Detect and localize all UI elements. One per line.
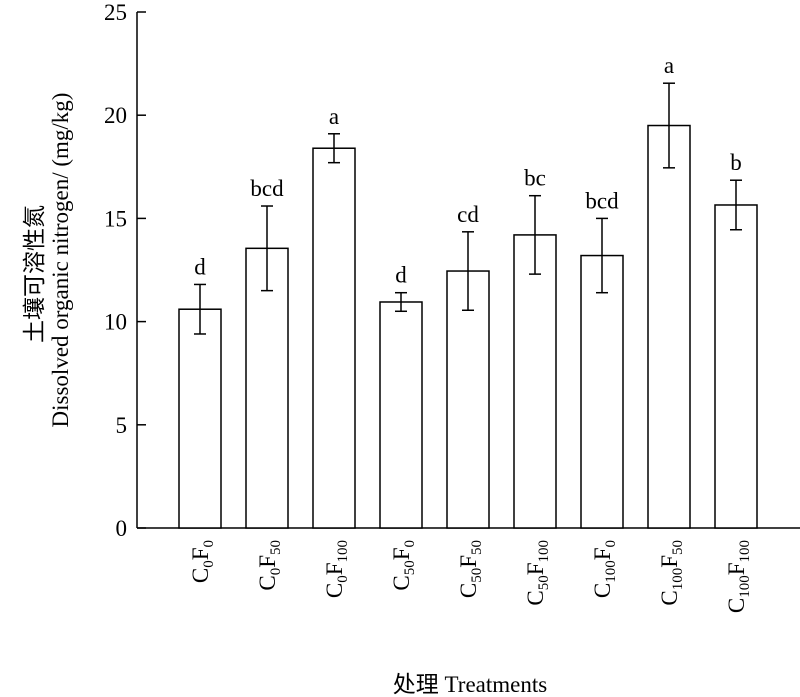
- bar: [446, 270, 490, 529]
- x-tick-subscript: 50: [402, 560, 418, 575]
- x-tick-letter: C: [590, 583, 615, 598]
- y-axis-title: 土壤可溶性氮 Dissolved organic nitrogen/ (mg/k…: [22, 93, 73, 428]
- significance-label: d: [194, 254, 206, 279]
- y-tick-label: 0: [116, 516, 128, 541]
- x-tick-label-text: C0F50: [255, 540, 284, 591]
- x-tick-label: C0F50: [255, 540, 284, 591]
- y-tick-label: 25: [104, 0, 127, 25]
- x-tick-subscript: 50: [536, 575, 552, 590]
- significance-label: b: [730, 150, 742, 175]
- x-tick-subscript: 100: [536, 540, 552, 563]
- y-tick-label: 15: [104, 206, 127, 231]
- x-tick-letter: C: [724, 598, 749, 613]
- x-tick-subscript: 100: [670, 568, 686, 591]
- x-tick-letter: C: [657, 590, 682, 605]
- x-tick-letter: F: [657, 555, 682, 568]
- bar: [580, 254, 624, 529]
- x-axis-title: 处理 Treatments: [393, 672, 547, 697]
- significance-label: bc: [524, 166, 546, 191]
- significance-label: bcd: [585, 188, 619, 213]
- x-tick-label: C100F100: [724, 540, 753, 613]
- significance-label: cd: [457, 202, 479, 227]
- bar: [647, 124, 691, 529]
- x-tick-label: C50F0: [389, 540, 418, 591]
- x-tick-label-text: C50F100: [523, 540, 552, 606]
- x-tick-letter: C: [389, 575, 414, 590]
- x-tick-letter: F: [188, 548, 213, 561]
- x-tick-letter: F: [724, 563, 749, 576]
- x-labels: C0F0C0F50C0F100C50F0C50F50C50F100C100F0C…: [188, 540, 753, 613]
- x-tick-subscript: 0: [603, 540, 619, 548]
- x-tick-label-text: C50F0: [389, 540, 418, 591]
- x-tick-letter: C: [255, 575, 280, 590]
- y-ticks: 0 5 10 15 20 25: [104, 0, 146, 541]
- x-tick-letter: F: [389, 548, 414, 561]
- x-tick-subscript: 0: [268, 568, 284, 576]
- y-axis-title-en: Dissolved organic nitrogen/ (mg/kg): [48, 93, 73, 428]
- y-tick-label: 10: [104, 310, 127, 335]
- x-tick-subscript: 50: [469, 540, 485, 555]
- x-tick-letter: C: [456, 583, 481, 598]
- significance-label: a: [664, 53, 674, 78]
- x-tick-label-text: C0F100: [322, 540, 351, 598]
- y-axis-title-zh: 土壤可溶性氮: [22, 205, 47, 343]
- x-tick-letter: C: [322, 583, 347, 598]
- x-tick-label: C50F100: [523, 540, 552, 606]
- x-tick-subscript: 50: [469, 568, 485, 583]
- x-tick-label-text: C50F50: [456, 540, 485, 598]
- x-tick-letter: C: [188, 568, 213, 583]
- bar: [178, 308, 222, 529]
- bar: [245, 247, 289, 529]
- x-tick-subscript: 0: [201, 540, 217, 548]
- x-tick-subscript: 100: [737, 540, 753, 563]
- bar: [513, 234, 557, 529]
- x-tick-subscript: 0: [201, 560, 217, 568]
- x-tick-label: C100F0: [590, 540, 619, 598]
- x-tick-letter: F: [523, 563, 548, 576]
- x-tick-label-text: C100F50: [657, 540, 686, 606]
- x-tick-label-text: C0F0: [188, 540, 217, 583]
- x-tick-subscript: 0: [402, 540, 418, 548]
- x-tick-subscript: 0: [335, 575, 351, 583]
- x-tick-letter: F: [456, 555, 481, 568]
- x-tick-subscript: 50: [670, 540, 686, 555]
- bar: [714, 204, 758, 529]
- x-tick-label: C100F50: [657, 540, 686, 606]
- y-tick-label: 5: [116, 413, 128, 438]
- x-tick-letter: F: [255, 555, 280, 568]
- x-tick-letter: F: [590, 548, 615, 561]
- x-tick-letter: C: [523, 590, 548, 605]
- x-tick-label: C0F0: [188, 540, 217, 583]
- significance-label: a: [329, 104, 339, 129]
- significance-label: d: [395, 263, 407, 288]
- x-tick-label: C50F50: [456, 540, 485, 598]
- x-tick-subscript: 50: [268, 540, 284, 555]
- bar: [312, 147, 356, 529]
- significance-label: bcd: [250, 176, 284, 201]
- x-tick-subscript: 100: [335, 540, 351, 563]
- bar: [379, 301, 423, 529]
- x-tick-subscript: 100: [603, 560, 619, 583]
- x-tick-letter: F: [322, 563, 347, 576]
- x-tick-label-text: C100F0: [590, 540, 619, 598]
- x-tick-label: C0F100: [322, 540, 351, 598]
- bars: d bcd a d cd bc bcd a b: [178, 53, 758, 529]
- x-tick-label-text: C100F100: [724, 540, 753, 613]
- y-tick-label: 20: [104, 103, 127, 128]
- x-tick-subscript: 100: [737, 575, 753, 598]
